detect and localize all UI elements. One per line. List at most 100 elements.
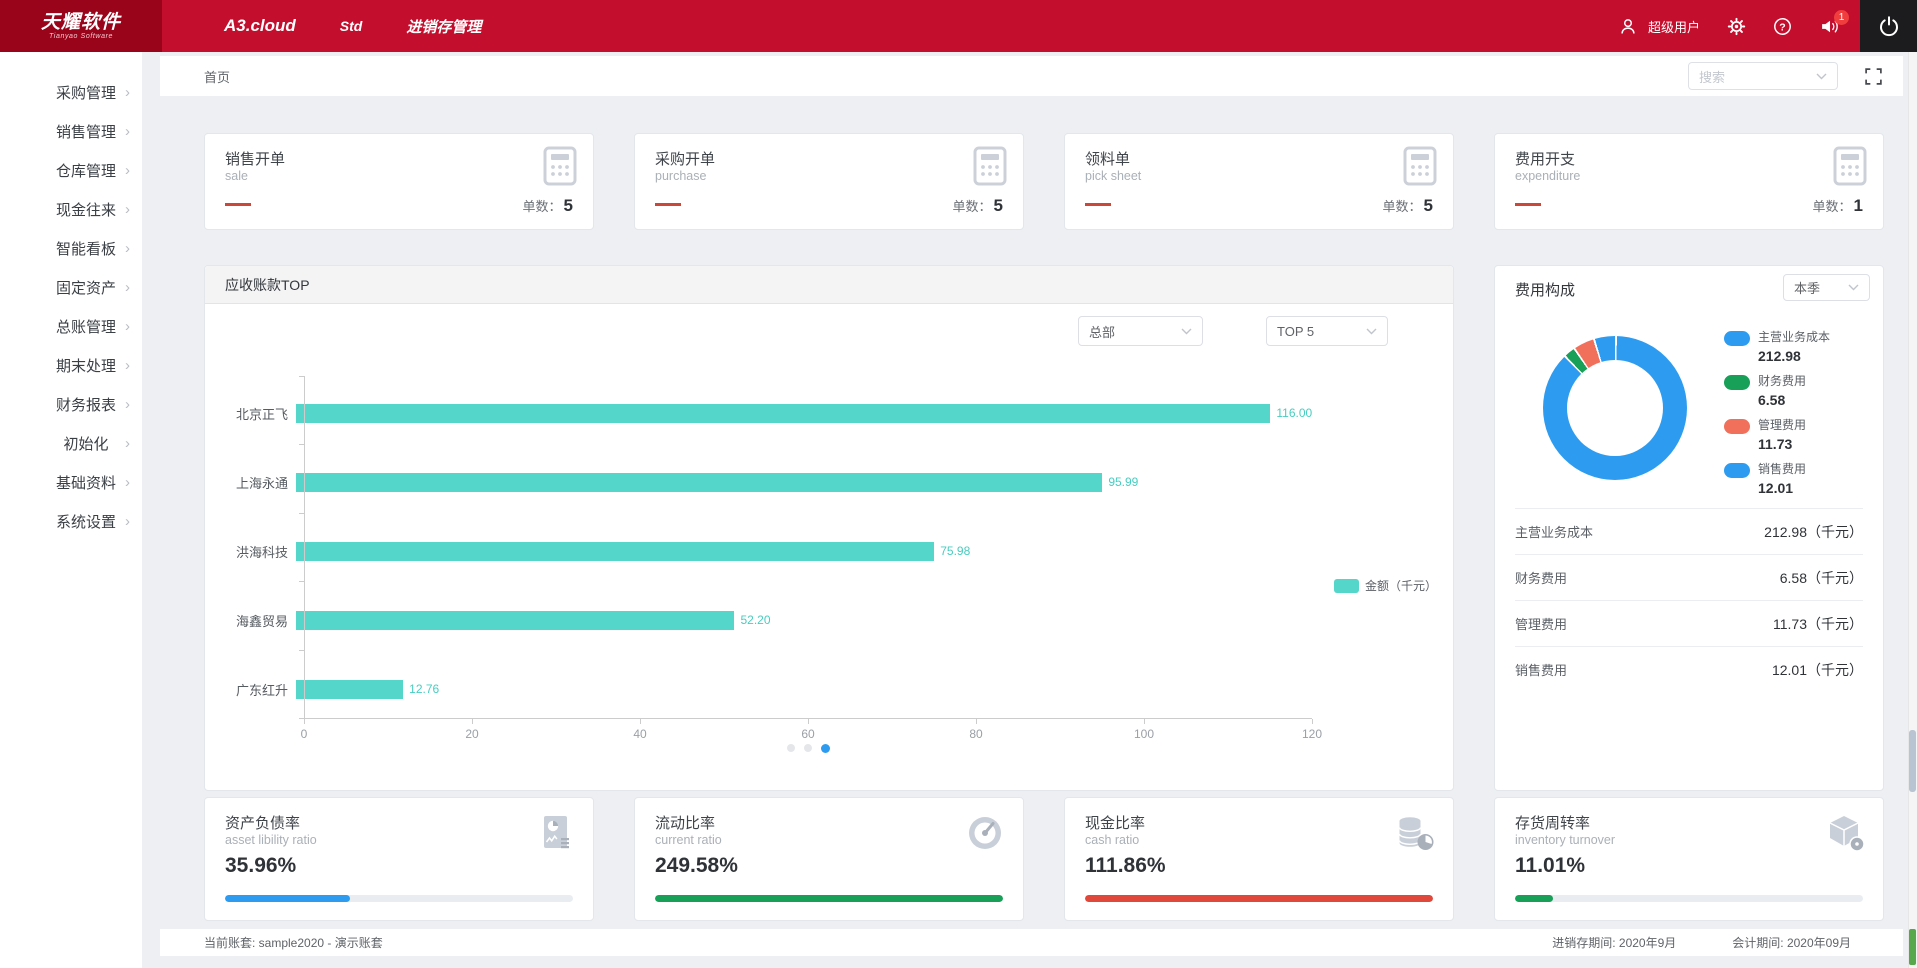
report-icon [533,812,577,861]
expense-legend-item: 主营业务成本 212.98 [1724,330,1830,365]
kpi-progress-fill [1085,895,1433,902]
top-header: 天耀软件 Tianyao Software A3.cloud Std 进销存管理… [0,0,1917,52]
logout-button[interactable] [1860,0,1917,52]
nav-item-inventory[interactable]: 进销存管理 [406,18,482,36]
sidebar-item-8[interactable]: 期末处理 › [0,346,142,385]
expense-row-label: 管理费用 [1515,617,1568,632]
top-n-filter-select[interactable]: TOP 5 [1266,316,1388,346]
count-value: 5 [993,196,1003,215]
sidebar-item-9[interactable]: 财务报表 › [0,385,142,424]
stat-card-title: 采购开单 [655,151,716,168]
bar-category-label: 上海永通 [235,475,288,491]
expense-row-value: 212.98（千元） [1764,523,1863,540]
search-input[interactable]: 搜索 [1688,62,1838,90]
kpi-value: 11.01% [1515,854,1586,877]
legend-text: 财务费用 6.58 [1758,374,1806,409]
kpi-progress-fill [655,895,1003,902]
sidebar-item-2[interactable]: 销售管理 › [0,112,142,151]
coins-icon [1393,812,1437,861]
sidebar-item-6[interactable]: 固定资产 › [0,268,142,307]
chart-pager [304,743,1312,753]
bar-1 [296,403,1271,423]
scrollbar-marker[interactable] [1909,929,1916,965]
sidebar-item-3[interactable]: 仓库管理 › [0,151,142,190]
app-logo: 天耀软件 Tianyao Software [0,0,162,52]
stat-card-title: 领料单 [1085,151,1131,168]
main-nav: A3.cloud Std 进销存管理 [224,16,481,37]
stat-card-3[interactable]: 领料单 pick sheet 单数： 5 [1064,133,1454,230]
chart-legend[interactable]: 金额（千元） [1334,577,1437,594]
sidebar-item-10[interactable]: 初始化 › [0,424,142,463]
x-axis-tickmark [472,719,473,724]
sidebar-item-11[interactable]: 基础资料 › [0,463,142,502]
user-icon[interactable] [1618,17,1638,36]
legend-swatch [1724,463,1750,478]
breadcrumb-bar: 首页 搜索 [160,56,1903,96]
count-value: 5 [563,196,573,215]
stat-card-subtitle: purchase [655,169,707,183]
speaker-icon[interactable]: 1 [1819,9,1849,36]
kpi-progress-track [225,895,573,902]
sidebar-item-label: 系统设置 [55,514,116,531]
sidebar-item-1[interactable]: 采购管理 › [0,73,142,112]
legend-label: 金额（千元） [1365,579,1438,593]
kpi-card-4: 存货周转率 inventory turnover 11.01% [1494,797,1884,921]
gear-icon[interactable] [1727,17,1746,36]
stat-card-4[interactable]: 费用开支 expenditure 单数： 1 [1494,133,1884,230]
expense-donut-chart [1543,336,1687,480]
expense-legend-item: 销售费用 12.01 [1724,462,1830,497]
kpi-title: 现金比率 [1085,815,1146,832]
expense-legend-item: 财务费用 6.58 [1724,374,1830,409]
stat-card-1[interactable]: 销售开单 sale 单数： 5 [204,133,594,230]
sidebar-menu: 采购管理 › 销售管理 › 仓库管理 › 现金往来 › 智能看板 › 固定资产 › 总账管理 › 期末处理 ›… [0,52,142,968]
legend-item-value: 12.01 [1758,480,1794,496]
breadcrumb[interactable]: 首页 [204,69,231,85]
receivables-panel-title: 应收账款TOP [225,276,310,293]
nav-item-std[interactable]: Std [339,18,363,34]
stat-card-count: 单数： 5 [953,196,1003,216]
kpi-title: 流动比率 [655,815,716,832]
period-filter-select[interactable]: 本季 [1783,274,1870,301]
current-user-name[interactable]: 超级用户 [1647,19,1700,35]
sidebar-item-label: 现金往来 [55,202,116,219]
bar-chart-row: 北京正飞 116.00 [205,401,1320,425]
accounting-period: 会计期间: 2020年09月 [1732,936,1851,950]
sidebar-item-12[interactable]: 系统设置 › [0,502,142,541]
stat-card-accent-dash [655,203,681,206]
chevron-right-icon: › [125,123,130,140]
nav-item-a3cloud[interactable]: A3.cloud [224,16,296,35]
fullscreen-icon[interactable] [1864,67,1883,86]
x-axis-tick-label: 20 [465,727,479,741]
sidebar-item-7[interactable]: 总账管理 › [0,307,142,346]
org-filter-select[interactable]: 总部 [1078,316,1203,346]
sidebar-item-label: 基础资料 [55,475,116,492]
sidebar-item-label: 固定资产 [55,280,116,297]
chevron-down-icon [1181,328,1192,334]
x-axis-tickmark [1312,719,1313,724]
kpi-subtitle: current ratio [655,833,722,847]
stat-card-2[interactable]: 采购开单 purchase 单数： 5 [634,133,1024,230]
expense-row-label: 财务费用 [1515,571,1568,586]
pager-dot-3[interactable] [820,743,830,753]
x-axis-tickmark [976,719,977,724]
legend-swatch [1334,578,1359,593]
count-value: 5 [1423,196,1433,215]
stat-card-subtitle: sale [225,169,248,183]
calculator-icon [543,146,577,191]
scrollbar-thumb[interactable] [1909,730,1916,792]
kpi-card-1: 资产负债率 asset libility ratio 35.96% [204,797,594,921]
kpi-subtitle: inventory turnover [1515,833,1616,847]
sidebar-item-4[interactable]: 现金往来 › [0,190,142,229]
sidebar-item-label: 智能看板 [55,241,116,258]
sidebar-item-5[interactable]: 智能看板 › [0,229,142,268]
pager-dot-2[interactable] [803,744,812,752]
pager-dot-1[interactable] [786,744,795,752]
bar-chart-row: 洪海科技 75.98 [205,539,1320,563]
vertical-scrollbar[interactable] [1908,52,1917,968]
chevron-right-icon: › [125,357,130,374]
stat-card-count: 单数： 5 [1383,196,1433,216]
chevron-right-icon: › [125,396,130,413]
chevron-down-icon [1366,328,1377,334]
kpi-value: 35.96% [225,854,297,877]
help-icon[interactable]: ? [1773,17,1792,36]
